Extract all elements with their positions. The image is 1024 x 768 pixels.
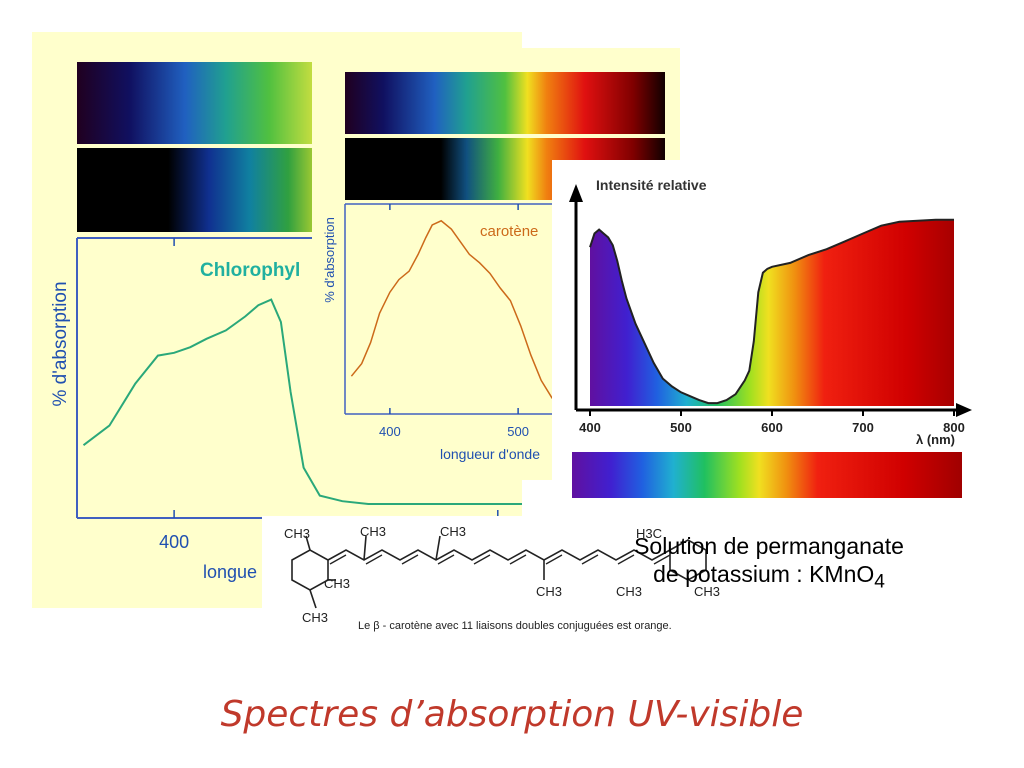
kmno4-x-axis-label: λ (nm) [916, 432, 955, 447]
carotene-reference-spectrum [345, 72, 665, 134]
ch3-label: CH3 [360, 524, 386, 539]
kmno4-axes [569, 184, 972, 417]
ch3-label: CH3 [536, 584, 562, 599]
chlorophyll-absorption-spectrum [77, 148, 317, 232]
chlorophyll-reference-spectrum [77, 62, 317, 144]
kmno4-x-tick-label: 500 [670, 420, 692, 435]
ch3-label: CH3 [440, 524, 466, 539]
kmno4-intensity-area [590, 219, 954, 406]
kmno4-subscript: 4 [874, 571, 885, 593]
kmno4-x-tick-label: 800 [943, 420, 965, 435]
right-ring [669, 539, 707, 581]
left-ring [291, 549, 329, 591]
kmno4-caption: Solution de permanganate de potassium : … [596, 532, 942, 597]
ch3-label: CH3 [694, 584, 720, 599]
kmno4-caption-line2: de potassium : KMnO4 [596, 560, 942, 597]
kmno4-x-tick-label: 600 [761, 420, 783, 435]
carotene-y-axis-label: % d'absorption [322, 217, 337, 303]
carotene-series-line [350, 219, 560, 409]
ch3-label: CH3 [324, 576, 350, 591]
molecule-drawing: CH3 CH3 CH3 CH3 CH3 CH3 H3C CH3 CH3 Le β… [284, 524, 720, 632]
kmno4-chart: Intensité relative 400 500 600 700 800 λ (nm… [569, 177, 972, 498]
carotene-x-tick-label: 400 [379, 424, 401, 439]
ch3-label: CH3 [302, 610, 328, 625]
ch3-label: CH3 [284, 526, 310, 541]
chlorophyll-x-axis-label: longue [203, 562, 257, 582]
ch3-label: H3C [636, 526, 662, 541]
kmno4-panel: Intensité relative 400 500 600 700 800 λ (nm… [552, 160, 972, 510]
kmno4-intensity-line [589, 218, 954, 405]
carotene-x-axis-label: longueur d'onde [440, 446, 540, 462]
chlorophyll-title: Chlorophyl [200, 260, 300, 281]
chlorophyll-series-line [82, 298, 522, 505]
chlorophyll-x-tick-label: 400 [159, 532, 189, 552]
kmno4-x-tick-label: 400 [579, 420, 601, 435]
kmno4-caption-line1: Solution de permanganate [634, 533, 904, 559]
kmno4-visible-spectrum-bar [572, 452, 962, 498]
chlorophyll-y-axis-label: % d'absorption [50, 281, 71, 406]
ch3-label: CH3 [616, 584, 642, 599]
carotene-x-tick-label: 500 [507, 424, 529, 439]
kmno4-chart-title: Intensité relative [596, 177, 707, 193]
carotene-title: carotène [480, 223, 538, 240]
kmno4-x-tick-label: 700 [852, 420, 874, 435]
molecule-caption: Le β - carotène avec 11 liaisons doubles… [358, 620, 672, 632]
beta-carotene-structure: CH3 CH3 CH3 CH3 CH3 CH3 H3C CH3 CH3 Le β… [262, 516, 742, 640]
kmno4-formula: de potassium : KMnO [653, 561, 875, 587]
slide-title: Spectres d’absorption UV-visible [220, 694, 804, 735]
